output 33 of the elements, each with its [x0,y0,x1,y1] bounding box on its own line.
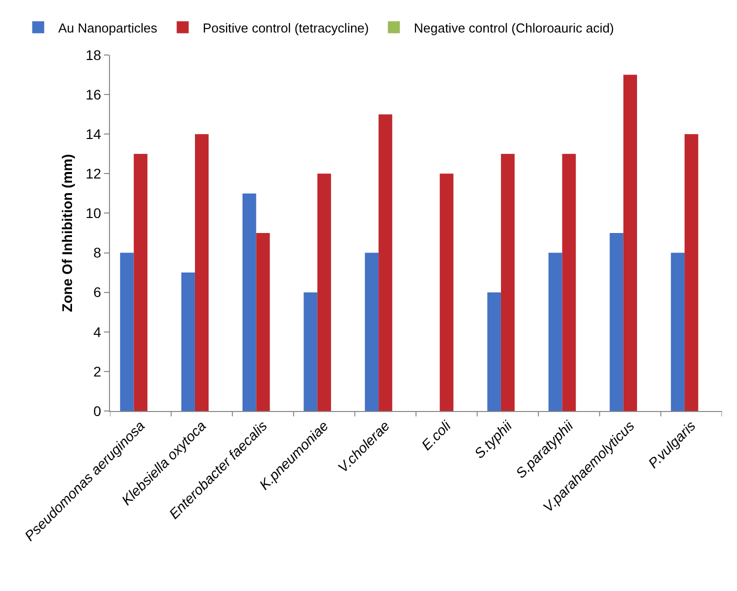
y-tick-label: 6 [93,284,102,300]
bar [610,233,624,411]
y-tick-label: 14 [86,126,102,142]
bar [623,74,638,411]
y-tick-label: 16 [86,86,102,102]
legend-label: Negative control (Chloroauric acid) [414,20,614,36]
bar [562,154,576,411]
y-tick-label: 2 [93,363,102,380]
bar [134,154,148,411]
y-tick-label: 4 [93,324,102,340]
y-axis-title: Zone Of Inhibition (mm) [59,154,75,312]
y-tick-label: 8 [93,244,102,261]
y-tick-label: 0 [93,402,102,419]
bar [256,233,270,411]
bar [500,154,515,411]
bar [194,134,209,411]
y-tick-label: 10 [86,205,102,222]
legend-label: Au Nanoparticles [58,20,158,36]
bar [670,252,685,411]
bar [181,272,195,411]
legend-label: Positive control (tetracycline) [202,20,369,36]
bar [120,252,134,411]
bar [304,292,318,411]
bar [378,114,392,411]
y-tick-label: 18 [86,46,102,63]
bar [548,252,562,411]
bar [364,252,379,411]
bar [487,292,501,411]
bar [317,174,332,411]
y-tick-label: 12 [86,166,102,182]
bar [242,193,256,411]
bar [684,134,698,411]
bar [440,174,454,411]
